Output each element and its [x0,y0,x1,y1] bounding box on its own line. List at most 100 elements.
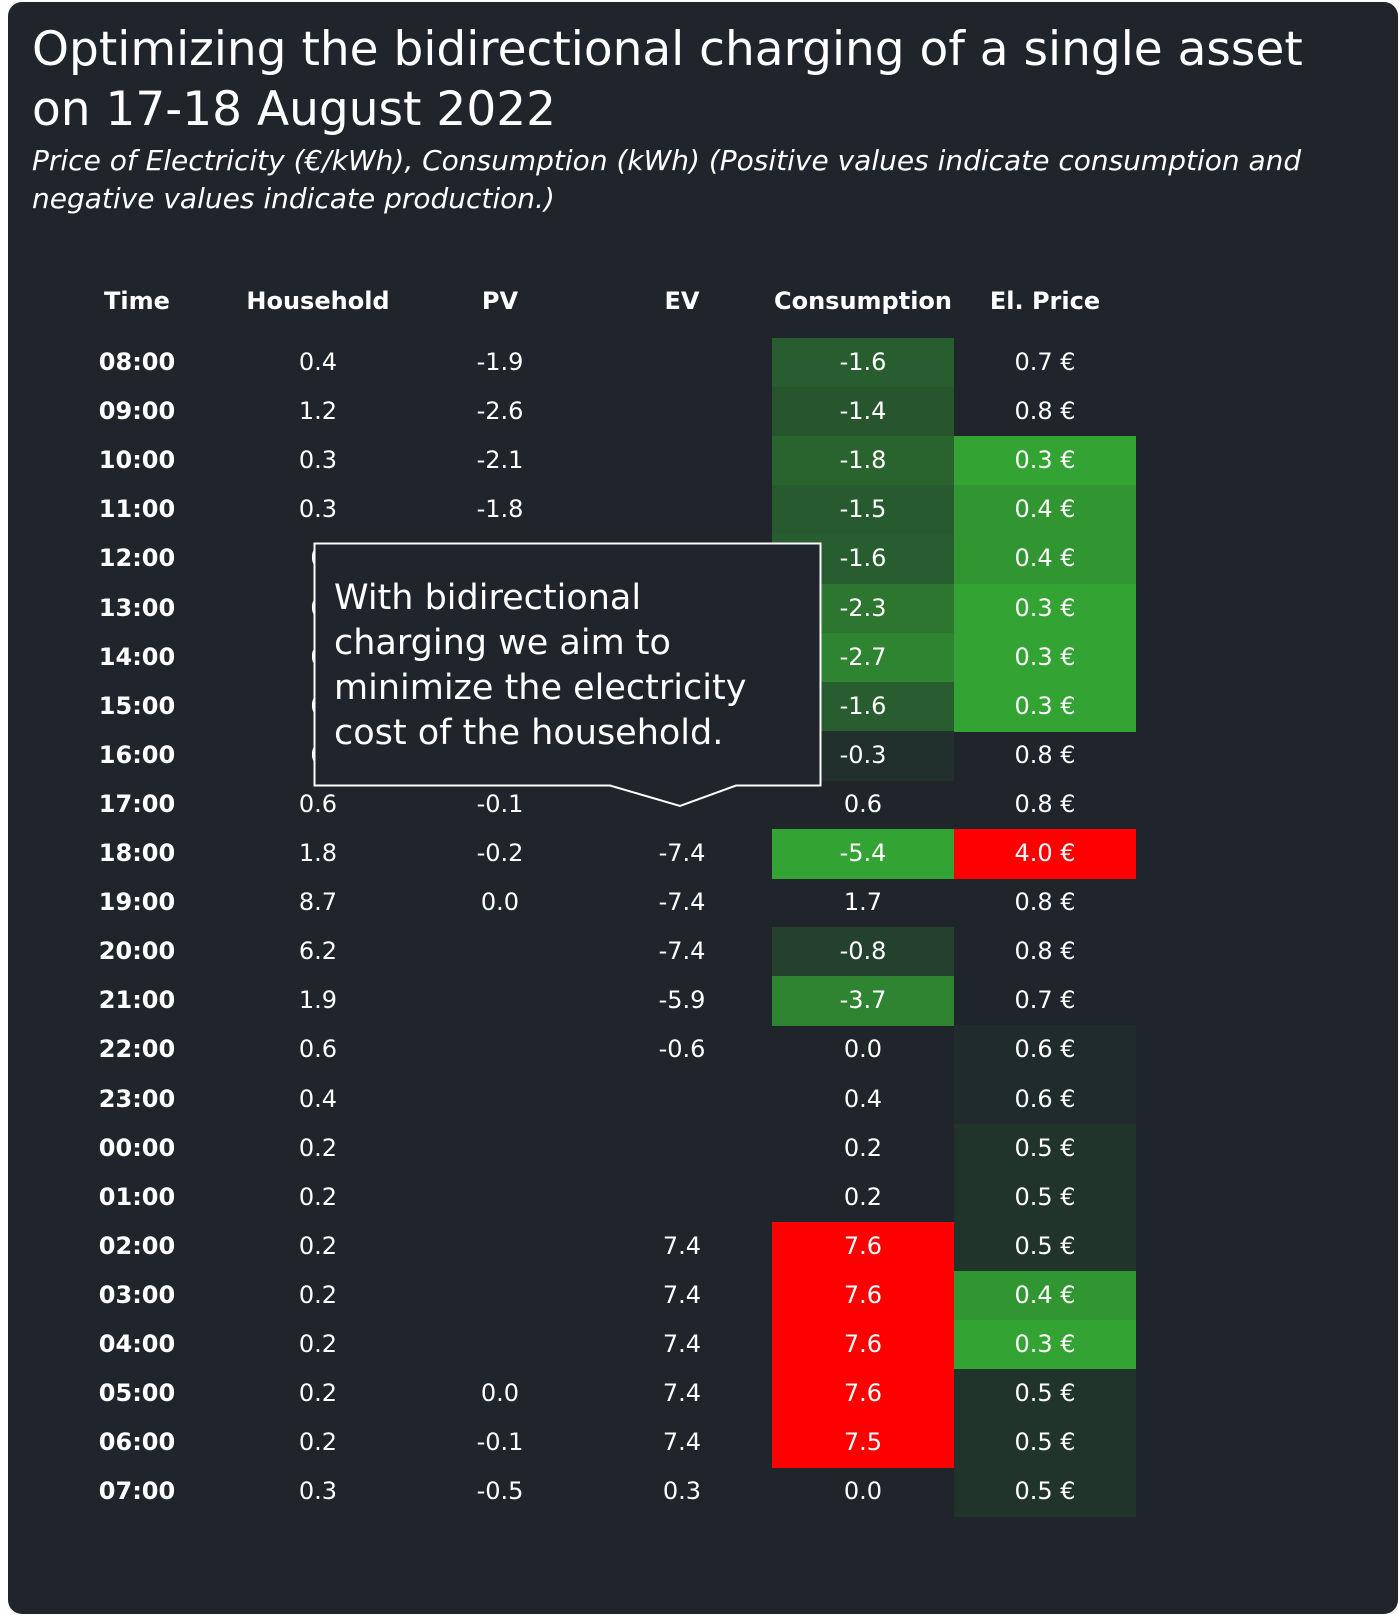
time-cell: 09:00 [98,397,176,426]
time-cell: 11:00 [98,495,176,524]
time-cell: 14:00 [98,642,176,671]
price-cell: 0.3 € [954,632,1136,683]
time-cell: 15:00 [98,691,176,720]
consumption-cell: -3.7 [772,976,954,1027]
household-cell: 0.3 [298,1477,338,1506]
consumption-cell: 0.2 [843,1182,883,1211]
price-cell: 0.8 € [1014,937,1076,966]
household-cell: 0.6 [298,789,338,818]
ev-cell [591,485,773,535]
ev-cell: 7.4 [662,1428,702,1457]
header-consumption: Consumption [773,287,953,315]
household-cell: 0.2 [298,1182,338,1211]
header-ev: EV [664,287,700,315]
header-price: El. Price [989,287,1101,315]
ev-cell: 7.4 [662,1231,702,1260]
household-cell: 0.6 [298,1035,338,1064]
ev-cell: -7.4 [658,839,706,867]
time-cell: 21:00 [98,986,176,1015]
price-cell: 0.5 € [954,1467,1136,1518]
price-cell: 0.5 € [954,1172,1136,1223]
time-cell: 20:00 [98,937,176,966]
consumption-cell: 0.0 [843,1477,883,1506]
consumption-cell: 7.6 [772,1320,954,1370]
consumption-cell: 0.6 [843,789,883,818]
pv-cell: -0.1 [476,1428,524,1457]
ev-cell [591,1173,773,1223]
price-cell: 0.3 € [954,583,1136,634]
pv-cell [409,927,591,977]
household-cell: 0.4 [298,348,338,376]
time-cell: 18:00 [98,839,176,867]
ev-cell [591,436,773,486]
household-cell: 8.7 [298,888,338,917]
chart-subtitle: Price of Electricity (€/kWh), Consumptio… [32,144,1302,215]
household-cell: 1.9 [298,986,338,1015]
header-pv: PV [481,287,519,315]
household-cell: 0.4 [298,1084,338,1113]
ev-cell: -0.6 [658,1035,706,1064]
household-cell: 0.2 [298,1379,338,1408]
pv-cell: -0.1 [476,789,524,818]
ev-cell: -7.4 [658,937,706,966]
household-cell: 0.2 [298,1231,338,1260]
price-cell: 4.0 € [954,829,1136,879]
price-cell: 0.8 € [1014,397,1076,426]
time-cell: 22:00 [98,1035,176,1064]
price-cell: 0.4 € [954,1270,1136,1321]
price-cell: 0.4 € [954,485,1136,536]
pv-cell: -1.8 [476,495,524,524]
ev-cell [591,338,773,388]
consumption-cell: -1.8 [772,436,954,487]
chart-panel: Optimizing the bidirectional charging of… [8,2,1398,1614]
ev-cell: 7.4 [662,1280,702,1309]
consumption-cell: -5.4 [772,829,954,879]
time-cell: 07:00 [98,1477,176,1506]
pv-cell: 0.0 [480,1379,520,1408]
pv-cell: 0.0 [480,888,520,917]
pv-cell: -2.1 [476,446,524,475]
consumption-cell: -0.3 [772,730,954,781]
pv-cell [409,1222,591,1272]
household-cell: 0.3 [298,495,338,524]
ev-cell [591,1124,773,1174]
price-cell: 0.6 € [954,1025,1136,1076]
time-cell: 23:00 [98,1084,176,1113]
household-cell: 0.2 [298,1428,338,1457]
household-cell: 0.2 [298,1133,338,1162]
price-cell: 0.8 € [1014,740,1076,769]
time-cell: 13:00 [98,593,176,622]
consumption-cell: -1.6 [772,681,954,732]
household-cell: 6.2 [298,937,338,966]
consumption-cell: -1.6 [772,338,954,388]
price-cell: 0.3 € [954,1320,1136,1370]
header-time: Time [104,287,170,315]
consumption-cell: -2.3 [772,583,954,634]
time-cell: 03:00 [98,1280,176,1309]
price-cell: 0.6 € [954,1074,1136,1125]
callout-text: With bidirectional charging we aim to mi… [334,578,747,753]
pv-cell: -0.5 [476,1477,524,1506]
pv-cell [409,1271,591,1321]
pv-cell [409,1173,591,1223]
pv-cell [409,1124,591,1174]
pv-cell: -2.6 [476,397,524,426]
time-cell: 19:00 [98,888,176,917]
ev-cell: 7.4 [662,1330,702,1358]
price-cell: 0.3 € [954,436,1136,487]
time-cell: 00:00 [98,1133,176,1162]
pv-cell [409,1075,591,1125]
ev-cell [591,1075,773,1125]
ev-cell [591,387,773,437]
time-cell: 12:00 [98,544,176,573]
consumption-cell: 0.4 [843,1084,883,1113]
price-cell: 0.3 € [954,681,1136,732]
time-cell: 16:00 [98,740,176,769]
price-cell: 0.5 € [954,1418,1136,1469]
consumption-cell: 7.6 [772,1221,954,1272]
household-cell: 1.2 [298,397,338,426]
consumption-cell: 7.5 [772,1418,954,1469]
time-cell: 05:00 [98,1379,176,1408]
consumption-cell: 0.0 [843,1035,883,1064]
pv-cell [409,1320,591,1370]
